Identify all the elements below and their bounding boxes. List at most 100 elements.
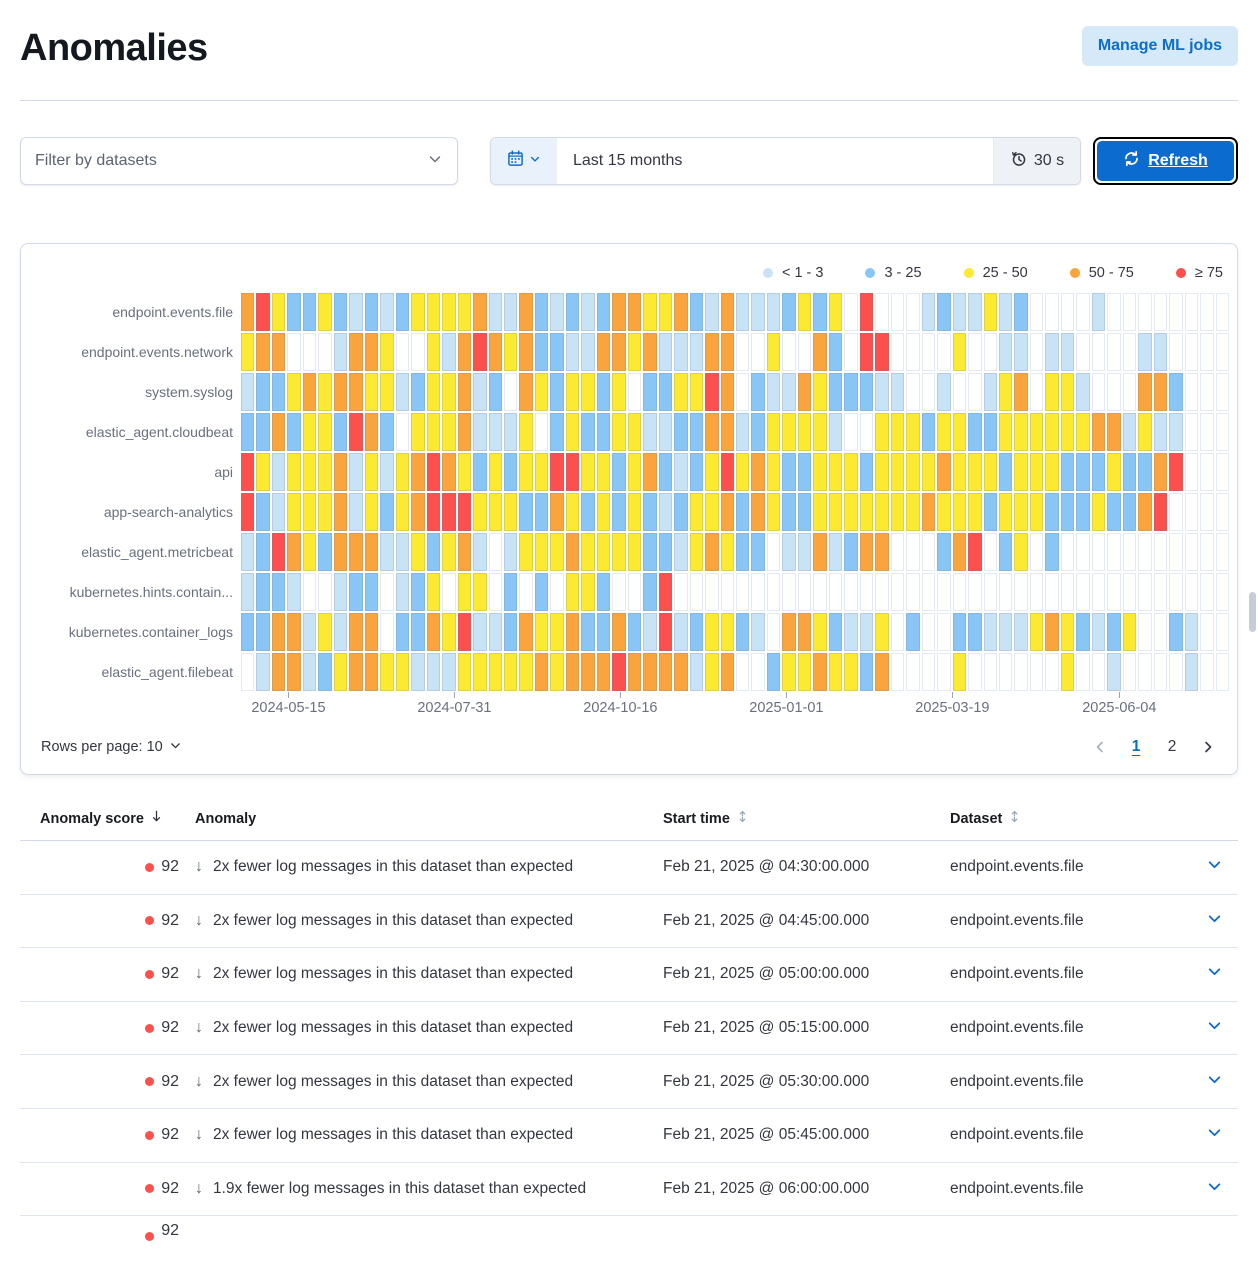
heatmap-cell[interactable] [1060,293,1075,331]
heatmap-cell[interactable] [937,573,951,611]
heatmap-cell[interactable] [457,653,472,691]
heatmap-cell[interactable] [1153,413,1168,451]
heatmap-cell[interactable] [287,333,301,371]
heatmap-cell[interactable] [318,613,332,651]
heatmap-cell[interactable] [287,493,301,531]
heatmap-cell[interactable] [442,533,456,571]
heatmap-cell[interactable] [473,613,487,651]
heatmap-cell[interactable] [302,373,317,411]
heatmap-cell[interactable] [1091,493,1106,531]
heatmap-cell[interactable] [844,333,858,371]
heatmap-cell[interactable] [596,453,611,491]
heatmap-cell[interactable] [380,573,394,611]
heatmap-cell[interactable] [380,413,394,451]
heatmap-cell[interactable] [952,373,967,411]
heatmap-cell[interactable] [1107,573,1121,611]
heatmap-cell[interactable] [1014,333,1028,371]
heatmap-cell[interactable] [1060,613,1075,651]
heatmap-cell[interactable] [844,413,858,451]
heatmap-cell[interactable] [674,293,688,331]
heatmap-cell[interactable] [937,293,951,331]
heatmap-cell[interactable] [581,333,595,371]
heatmap-cell[interactable] [1184,493,1199,531]
heatmap-cell[interactable] [766,573,781,611]
heatmap-cell[interactable] [906,573,920,611]
heatmap-cell[interactable] [612,373,626,411]
heatmap-cell[interactable] [658,533,673,571]
heatmap-cell[interactable] [550,413,564,451]
heatmap-cell[interactable] [241,453,255,491]
heatmap-cell[interactable] [411,653,425,691]
heatmap-cell[interactable] [333,533,348,571]
heatmap-cell[interactable] [333,493,348,531]
heatmap-cell[interactable] [1184,653,1199,691]
refresh-interval-button[interactable]: 30 s [993,138,1080,184]
heatmap-cell[interactable] [1200,333,1214,371]
heatmap-cell[interactable] [890,493,905,531]
heatmap-cell[interactable] [318,373,332,411]
heatmap-cell[interactable] [287,613,301,651]
heatmap-cell[interactable] [890,573,905,611]
pagination-previous-icon[interactable] [1087,734,1113,760]
heatmap-cell[interactable] [952,333,967,371]
heatmap-cell[interactable] [426,493,441,531]
heatmap-cell[interactable] [643,333,657,371]
heatmap-cell[interactable] [937,493,951,531]
heatmap-cell[interactable] [627,493,642,531]
heatmap-cell[interactable] [782,293,796,331]
heatmap-cell[interactable] [565,453,580,491]
heatmap-cell[interactable] [859,573,874,611]
heatmap-cell[interactable] [581,453,595,491]
heatmap-cell[interactable] [271,333,286,371]
heatmap-cell[interactable] [503,573,518,611]
heatmap-cell[interactable] [643,453,657,491]
heatmap-cell[interactable] [457,333,472,371]
heatmap-cell[interactable] [1122,653,1137,691]
heatmap-cell[interactable] [1184,293,1199,331]
heatmap-cell[interactable] [519,493,533,531]
heatmap-cell[interactable] [395,653,410,691]
heatmap-cell[interactable] [998,453,1013,491]
heatmap-cell[interactable] [782,413,796,451]
heatmap-cell[interactable] [689,413,704,451]
heatmap-cell[interactable] [1060,453,1075,491]
heatmap-cell[interactable] [720,493,734,531]
heatmap-cell[interactable] [890,293,905,331]
heatmap-cell[interactable] [596,653,611,691]
heatmap-cell[interactable] [473,573,487,611]
heatmap-cell[interactable] [906,373,920,411]
heatmap-cell[interactable] [364,373,379,411]
heatmap-cell[interactable] [828,333,843,371]
heatmap-cell[interactable] [937,413,951,451]
heatmap-cell[interactable] [937,653,951,691]
table-row[interactable]: 92 ↓ 1.9x fewer log messages in this datas… [20,1163,1238,1217]
heatmap-cell[interactable] [1138,573,1152,611]
heatmap-cell[interactable] [457,373,472,411]
heatmap-cell[interactable] [937,453,951,491]
heatmap-cell[interactable] [333,293,348,331]
heatmap-cell[interactable] [658,573,673,611]
heatmap-cell[interactable] [612,333,626,371]
heatmap-cell[interactable] [503,613,518,651]
heatmap-cell[interactable] [503,333,518,371]
heatmap-cell[interactable] [844,373,858,411]
heatmap-cell[interactable] [519,413,533,451]
heatmap-cell[interactable] [813,493,827,531]
table-row[interactable]: 92 ↓ 2x fewer log messages in this dataset… [20,1109,1238,1163]
heatmap-cell[interactable] [1122,613,1137,651]
heatmap-cell[interactable] [766,373,781,411]
heatmap-cell[interactable] [442,413,456,451]
heatmap-cell[interactable] [473,453,487,491]
heatmap-cell[interactable] [875,533,889,571]
heatmap-cell[interactable] [1091,453,1106,491]
heatmap-cell[interactable] [1029,613,1044,651]
heatmap-cell[interactable] [1014,493,1028,531]
heatmap-cell[interactable] [488,613,502,651]
heatmap-cell[interactable] [380,373,394,411]
heatmap-cell[interactable] [534,653,549,691]
heatmap-cell[interactable] [736,493,750,531]
heatmap-cell[interactable] [1122,533,1137,571]
heatmap-cell[interactable] [442,653,456,691]
heatmap-cell[interactable] [1107,653,1121,691]
heatmap-cell[interactable] [1045,653,1059,691]
